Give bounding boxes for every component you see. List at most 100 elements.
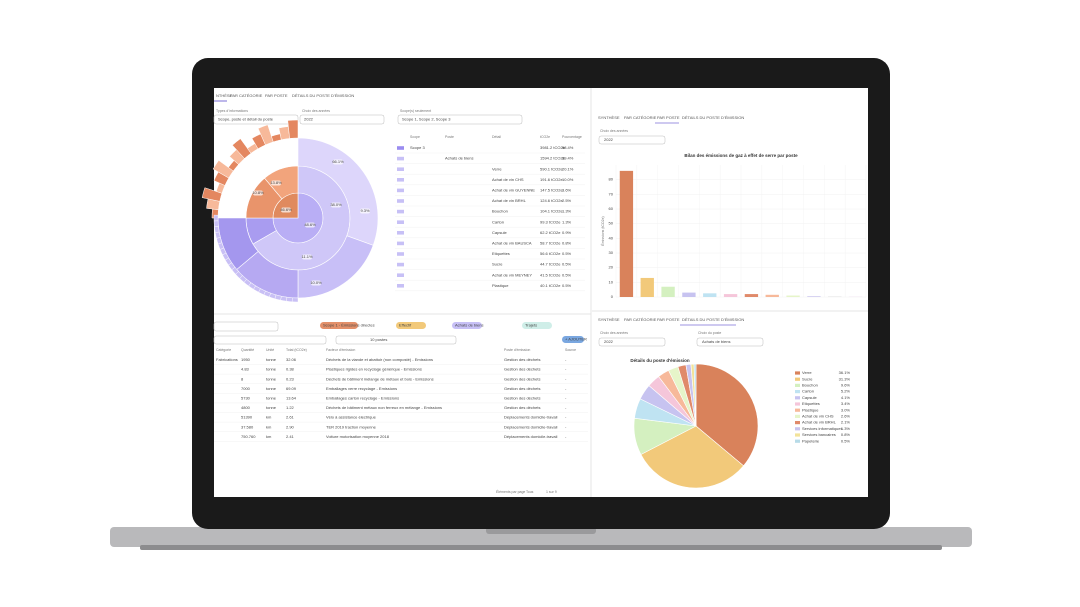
tab[interactable]: DÉTAILS DU POSTE D'ÉMISSION [292,93,354,98]
table-cell: 51390 [241,415,253,420]
tab[interactable]: DÉTAILS DU POSTE D'ÉMISSION [682,115,744,120]
table-cell: 7000 [241,386,251,391]
tab[interactable]: PAR CATÉGORIE [624,317,657,322]
table-cell: Déchets de bâtiment mélange de métaux et… [326,376,434,381]
tab[interactable]: PAR POSTE [657,115,680,120]
y-tick-label: 0 [611,294,614,299]
select[interactable] [598,135,666,145]
table-header: Quantité [241,348,254,352]
row-swatch [397,284,404,288]
filter-label: Choix des années [600,331,628,335]
table-cell: km [266,424,272,429]
laptop-base [110,527,972,547]
table-cell: 99.3 tCO2e [540,219,561,224]
legend-label: Carton [802,389,814,394]
legend-swatch [795,439,800,443]
table-cell: 4800 [241,405,251,410]
select[interactable] [335,335,457,345]
row-swatch [397,220,404,224]
sunburst-segment [291,297,299,303]
select-value: Scope, poste et détail du poste [218,117,274,122]
table-cell: 0.8% [562,240,572,245]
table-cell: Carton [492,219,504,224]
pie-slice [693,363,697,427]
sunburst-label: 46.6% [280,207,292,212]
select[interactable] [213,321,279,332]
tab[interactable]: NTHÈSE [216,93,233,98]
table-header: Poste [445,135,454,139]
bar [765,294,779,297]
table-header: Facteur d'émission [326,348,355,352]
table-cell: 41.5 tCO2e [540,272,561,277]
table-cell: tonne [266,376,277,381]
y-tick-label: 30 [609,250,614,255]
row-swatch [397,252,404,256]
tab[interactable]: DÉTAILS DU POSTE D'ÉMISSION [682,317,744,322]
axis-label: Émissions (tCO2e) [600,216,605,245]
select[interactable] [299,114,385,125]
table-cell: 147.5 tCO2e [540,187,563,192]
table-cell: Vélo à assistance électrique [326,415,377,420]
table-cell: 0.5% [562,283,572,288]
select-value: 10 postes [370,337,387,342]
select[interactable] [397,114,523,125]
bar [619,170,634,297]
tab[interactable]: PAR CATÉGORIE [624,115,657,120]
sunburst-segment [214,226,220,233]
row-swatch [397,146,404,150]
filter-chip[interactable] [320,322,358,329]
select[interactable] [213,114,299,125]
legend-value: 4.1% [841,395,851,400]
sunburst-label: 10.8% [252,190,264,195]
table-cell: 1.22 [286,405,295,410]
table-cell: 56.6 tCO2e [540,251,561,256]
tab[interactable]: PAR POSTE [657,317,680,322]
table-cell: TER 2019 traction moyenne [326,424,377,429]
tab[interactable]: PAR POSTE [265,93,288,98]
sunburst-segment [286,296,293,303]
legend-label: Plastique [802,407,819,412]
table-cell: Gestion des déchets [504,376,540,381]
bar [807,296,821,297]
sunburst-label-bg [281,207,291,213]
filter-chip[interactable] [396,322,426,329]
table-header: Poste d'émission [504,348,530,352]
table-cell: 98.4% [562,145,574,150]
legend-label: Bouchon [802,382,818,387]
row-swatch [397,241,404,246]
legend-label: Etiquettes [802,401,820,406]
filter-chip[interactable] [522,322,552,329]
select[interactable] [696,337,764,347]
legend-label: Achat de vin BRHL [802,420,837,425]
chip-text: Effectif [399,323,412,328]
table-cell: 2.41 [286,434,295,439]
pagination: 1 sur 9 [546,490,557,494]
tab[interactable]: SYNTHÈSE [598,115,620,120]
pie-slice [695,363,759,467]
select[interactable] [598,337,666,347]
tab[interactable]: SYNTHÈSE [598,317,620,322]
table-header: Source [565,348,576,352]
table-cell: Fabrications [216,357,238,362]
table-cell: Achat de vin CHS [492,177,524,182]
legend-value: 31.3% [839,376,851,381]
filter-chip[interactable] [452,322,482,329]
table-cell: km [266,434,272,439]
table-cell: km [266,415,272,420]
table-cell: - [565,405,567,410]
y-tick-label: 80 [609,177,614,182]
row-swatch [397,188,404,193]
legend-label: Sucre [802,376,813,381]
sunburst-segment [280,296,288,302]
table-cell: Déplacements domicile-travail [504,424,557,429]
legend-swatch [795,396,800,400]
table-cell: 62.2 tCO2e [540,230,561,235]
search-field[interactable] [213,335,327,345]
tab[interactable]: PAR CATÉGORIE [230,93,263,98]
sunburst-label: 48.6% [304,222,316,227]
table-cell: 13.64 [286,395,297,400]
table-cell: 0.38 [286,367,295,372]
table-cell: Gestion des déchets [504,367,540,372]
sunburst-label: 38.0% [330,202,342,207]
add-button[interactable] [562,336,584,343]
